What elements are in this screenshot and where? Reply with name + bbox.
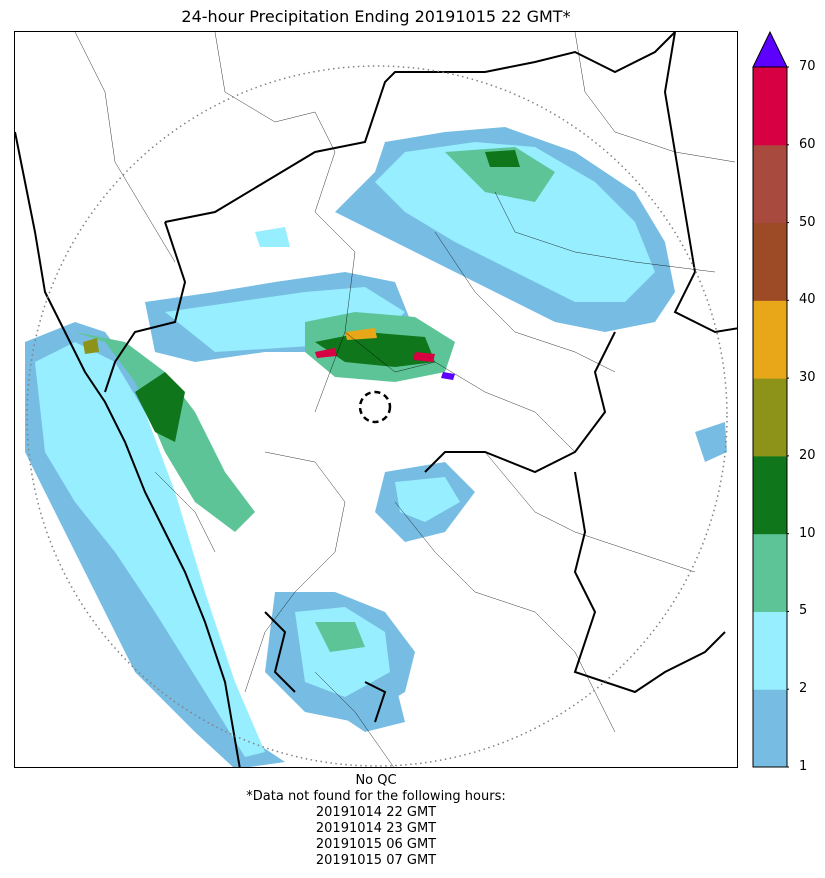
missing-hour: 20191015 06 GMT (315, 837, 437, 852)
qc-status: No QC (355, 773, 397, 788)
district-borders (74, 32, 736, 767)
colorbar-tick-label: 10 (799, 525, 816, 541)
precipitation-map (14, 31, 738, 768)
colorbar-segment (753, 378, 787, 457)
colorbar (752, 30, 789, 768)
colorbar-segment (753, 144, 787, 224)
radar-range-ring (26, 65, 728, 767)
precip-field-moderate (35, 142, 655, 757)
colorbar-tick-label: 1 (799, 759, 808, 774)
precip-field-extreme (83, 328, 455, 380)
map-footer: No QC *Data not found for the following … (14, 773, 738, 869)
colorbar-tick-label: 20 (799, 447, 816, 463)
precip-field-intense (135, 150, 520, 442)
colorbar-segment (753, 689, 787, 768)
missing-hour: 20191015 07 GMT (315, 853, 437, 868)
colorbar-tick-label: 2 (799, 681, 808, 697)
colorbar-segment (753, 300, 787, 379)
colorbar-tick-labels: 1 2 5 10 20 30 40 50 60 70 (792, 0, 825, 878)
missing-hour: 20191014 23 GMT (315, 821, 437, 836)
colorbar-tick-label: 60 (799, 136, 816, 152)
map-title: 24-hour Precipitation Ending 20191015 22… (181, 7, 571, 26)
state-borders (15, 32, 737, 767)
map-canvas (15, 32, 737, 767)
colorbar-segment (753, 67, 787, 146)
colorbar-tick-label: 70 (799, 59, 816, 74)
colorbar-tick-label: 5 (799, 603, 808, 619)
colorbar-segment (753, 611, 787, 690)
colorbar-segment (753, 533, 787, 612)
colorbar-tick-label: 50 (799, 214, 816, 230)
colorbar-frame (752, 66, 788, 768)
colorbar-tick-label: 30 (799, 370, 816, 386)
missing-hour: 20191014 22 GMT (315, 805, 437, 820)
colorbar-extend-arrow (752, 30, 788, 68)
colorbar-segment (753, 455, 787, 535)
missing-note: *Data not found for the following hours: (246, 789, 506, 804)
colorbar-tick-label: 40 (799, 292, 816, 308)
radar-site-marker (358, 390, 392, 424)
colorbar-segment (753, 222, 787, 301)
